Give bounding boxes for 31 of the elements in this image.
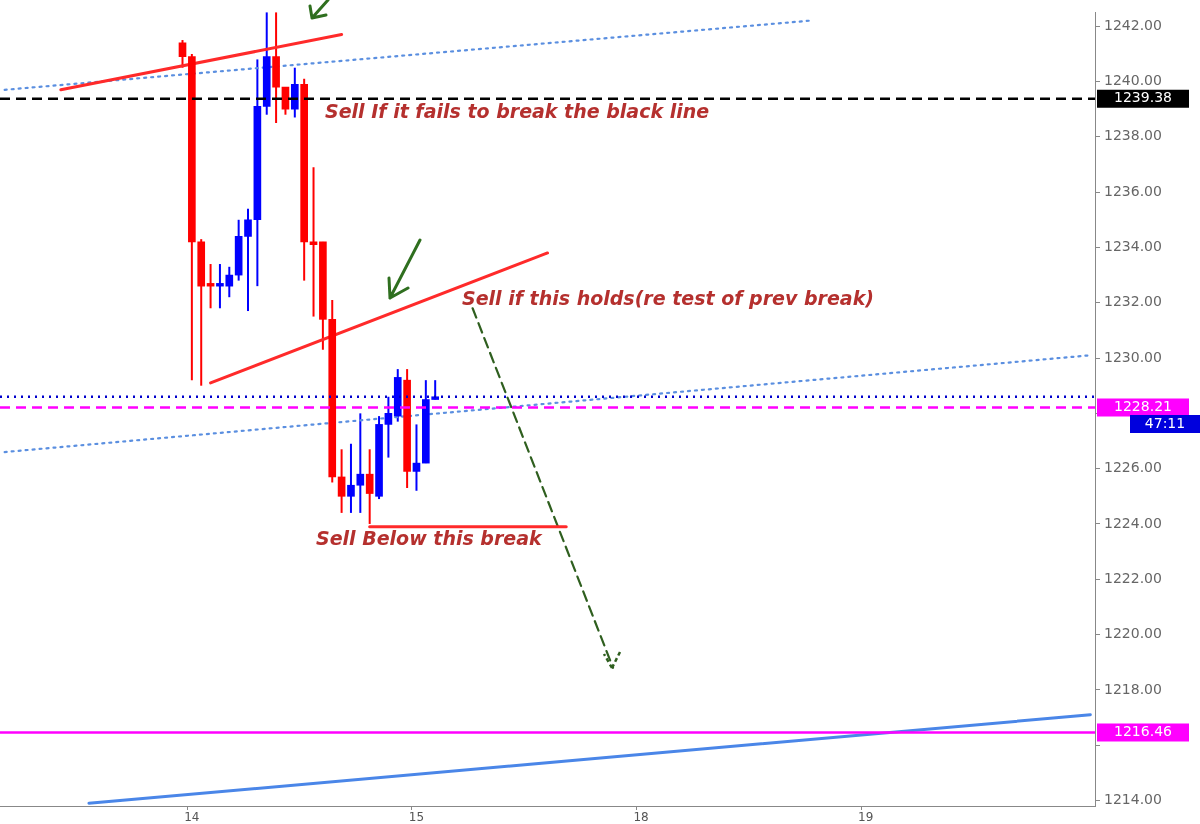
candlestick (412, 423, 421, 492)
candlestick (281, 86, 290, 116)
ref-line-label: 1216.46 (1114, 723, 1173, 740)
y-tick-label: 1238.00 (1104, 127, 1162, 144)
y-tick-label: 1226.00 (1104, 459, 1162, 476)
y-tick-label: 1242.00 (1104, 16, 1162, 33)
y-tick-label: 1240.00 (1104, 72, 1162, 89)
y-tick-label: 1232.00 (1104, 293, 1162, 310)
y-tick-label: 1230.00 (1104, 348, 1162, 365)
y-tick-label: 1234.00 (1104, 238, 1162, 255)
y-tick-label: 1236.00 (1104, 182, 1162, 199)
candlestick (365, 448, 374, 525)
annotation: Sell if this holds(re test of prev break) (462, 286, 874, 309)
x-tick-label: 19 (858, 810, 874, 824)
y-tick-label: 1218.00 (1104, 680, 1162, 697)
candlestick (337, 448, 346, 514)
x-tick-label: 15 (408, 810, 425, 824)
candlestick (178, 39, 187, 69)
y-tick-label: 1214.00 (1104, 791, 1162, 808)
candlestick (384, 395, 393, 459)
text: 47:11 (1144, 414, 1186, 431)
y-tick-label: 1224.00 (1104, 514, 1162, 531)
y-tick-label: 1220.00 (1104, 625, 1162, 642)
annotation: Sell If it fails to break the black line (325, 99, 710, 122)
x-tick-label: 18 (633, 810, 649, 824)
candlestick (244, 207, 252, 313)
annotation: Sell Below this break (316, 526, 544, 549)
ref-line-label: 1239.38 (1114, 89, 1172, 106)
y-tick-label: 1222.00 (1104, 569, 1162, 586)
x-tick-label: 14 (184, 810, 200, 824)
ref-line-label: 1228.21 (1114, 398, 1172, 415)
